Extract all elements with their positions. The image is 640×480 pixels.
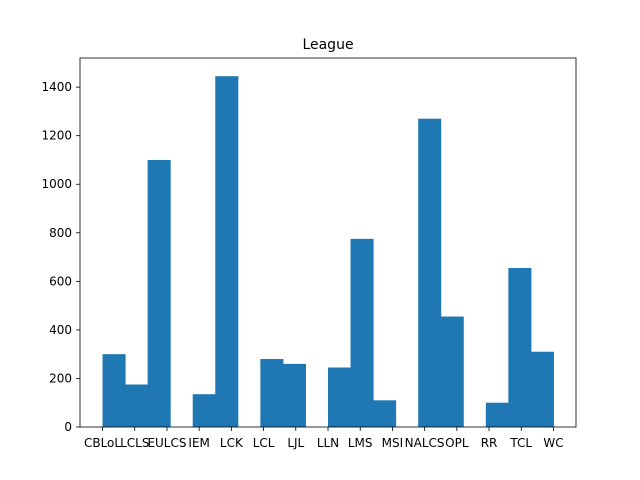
histogram-bar [147,159,171,428]
y-tick-label: 800 [49,226,72,240]
x-tick-label: NALCS [405,436,445,450]
histogram-bar [485,402,509,427]
histogram-bar [328,367,352,427]
chart-title: League [302,37,353,53]
histogram-bar [508,267,532,427]
histogram-bar [282,363,306,427]
y-axis: 0 200 400 600 800 1000 1200 1400 [41,80,80,434]
histogram-bar [440,316,464,427]
y-tick-label: 1200 [41,129,72,143]
x-tick-label: LLN [317,436,339,450]
histogram-bar [530,351,554,427]
y-tick-label: 1400 [41,80,72,94]
x-tick-label: RR [481,436,498,450]
histogram-bar [215,76,239,427]
x-tick-label: CBLoL [84,436,121,450]
histogram-bar [373,400,397,427]
y-tick-label: 1000 [41,177,72,191]
x-tick-label: WC [543,436,563,450]
x-tick-label: OPL [445,436,469,450]
x-tick-label: EULCS [147,436,186,450]
x-tick-label: LCLS [120,436,149,450]
histogram-bar [418,118,442,427]
x-tick-label: TCL [509,436,532,450]
histogram-bar [260,359,284,427]
histogram-bar [125,384,149,427]
y-tick-label: 600 [49,274,72,288]
x-tick-label: IEM [188,436,209,450]
x-tick-label: LMS [348,436,373,450]
y-tick-label: 400 [49,323,72,337]
x-tick-label: LCK [220,436,244,450]
x-tick-label: LJL [287,436,304,450]
x-tick-label: MSI [382,436,404,450]
y-tick-label: 200 [49,371,72,385]
x-tick-label: LCL [253,436,275,450]
bars [102,76,554,428]
plot-frame [79,57,577,428]
histogram-bar [192,394,216,427]
y-tick-label: 0 [64,420,72,434]
histogram-bar [350,238,374,427]
histogram-bar [102,354,126,427]
